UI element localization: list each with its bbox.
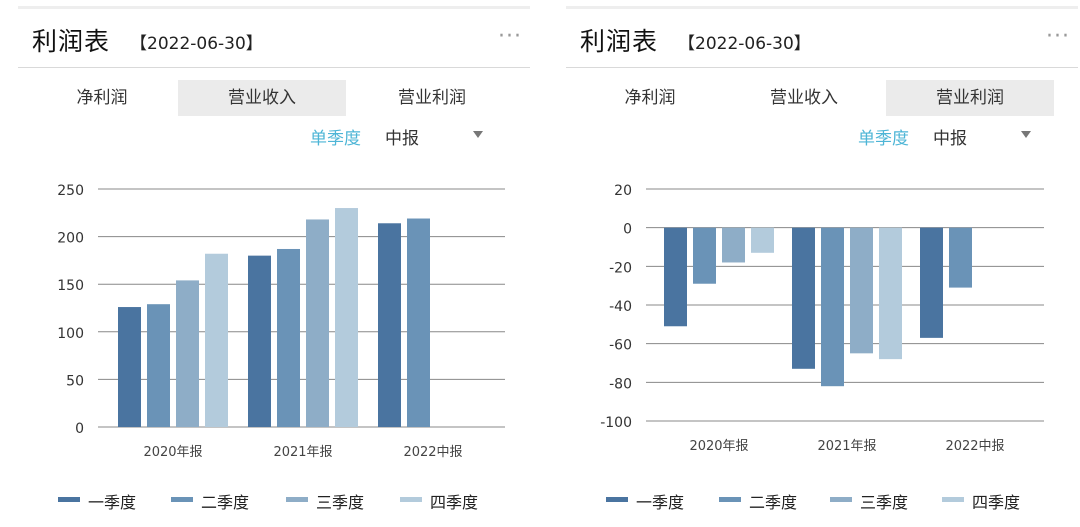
legend-label: 四季度 (430, 493, 479, 512)
legend-swatch-q2 (171, 497, 193, 502)
x-category-label: 2022中报 (403, 445, 462, 460)
legend-swatch-q1 (606, 497, 628, 502)
bar-2-3[interactable] (407, 218, 430, 427)
bar-2-2[interactable] (821, 227, 844, 387)
legend-swatch-q4 (942, 497, 964, 502)
x-category-label: 2020年报 (689, 439, 748, 454)
y-tick-label: 0 (75, 421, 84, 437)
top-divider (18, 6, 530, 9)
legend-swatch-q3 (830, 497, 852, 502)
bar-1-1[interactable] (118, 307, 141, 427)
report-date: 【2022-06-30】 (130, 34, 263, 54)
legend-label: 三季度 (316, 493, 365, 512)
header-divider (566, 67, 1078, 68)
bar-3-2[interactable] (850, 227, 873, 354)
bar-4-1[interactable] (205, 253, 228, 427)
y-tick-label: -40 (609, 299, 632, 315)
x-category-label: 2022中报 (945, 439, 1004, 454)
legend-swatch-q3 (286, 497, 308, 502)
bar-2-3[interactable] (949, 227, 972, 288)
tab-net-profit[interactable]: 净利润 (76, 88, 128, 108)
panel-title: 利润表 (32, 27, 111, 56)
bar-1-3[interactable] (378, 223, 401, 427)
bar-1-3[interactable] (920, 227, 943, 338)
y-tick-label: 20 (614, 183, 632, 199)
y-tick-label: 0 (623, 222, 632, 238)
legend-label: 四季度 (972, 493, 1021, 512)
bar-3-1[interactable] (176, 280, 199, 427)
bar-3-1[interactable] (722, 227, 745, 263)
header-divider (18, 67, 530, 68)
bar-2-1[interactable] (693, 227, 716, 284)
tab-operating-profit[interactable]: 营业利润 (886, 80, 1054, 116)
y-tick-label: 200 (57, 231, 84, 247)
period-select[interactable]: 中报 (933, 129, 967, 149)
panel-title: 利润表 (580, 27, 659, 56)
top-divider (566, 6, 1078, 9)
bar-4-2[interactable] (335, 208, 358, 427)
x-category-label: 2021年报 (817, 439, 876, 454)
y-tick-label: 50 (66, 373, 84, 389)
metric-tabs: 净利润 营业收入 营业利润 (18, 80, 530, 116)
bar-1-2[interactable] (248, 255, 271, 427)
more-dots-icon[interactable]: ··· (498, 24, 522, 49)
operating-profit-bar-chart: -100 -80 -60 -40 -20 0 20 2020年报 2021年报 2022中报 (600, 183, 1044, 454)
y-tick-label: 100 (57, 326, 84, 342)
legend-label: 二季度 (749, 493, 798, 512)
tab-net-profit[interactable]: 净利润 (624, 88, 676, 108)
bar-1-1[interactable] (664, 227, 687, 327)
legend-label: 一季度 (88, 493, 137, 512)
period-select[interactable]: 中报 (385, 129, 419, 149)
legend-swatch-q4 (400, 497, 422, 502)
x-category-label: 2020年报 (143, 445, 202, 460)
y-tick-label: -20 (609, 260, 632, 276)
y-tick-label: -60 (609, 338, 632, 354)
revenue-bar-chart: 0 50 100 150 200 250 2020年报 2021年报 2022中报 (57, 183, 505, 460)
chevron-down-icon[interactable] (1021, 131, 1031, 138)
profit-panel-left: 利润表 【2022-06-30】 ··· 净利润 营业收入 营业利润 单季度 中… (0, 0, 530, 527)
period-toggle-quarterly[interactable]: 单季度 (858, 129, 909, 149)
y-tick-label: -100 (600, 415, 632, 431)
legend-label: 二季度 (201, 493, 250, 512)
profit-panel-right: 利润表 【2022-06-30】 ··· 净利润 营业收入 营业利润 单季度 中… (548, 0, 1078, 527)
tab-operating-profit[interactable]: 营业利润 (398, 88, 466, 108)
y-tick-label: 250 (57, 183, 84, 199)
y-tick-label: 150 (57, 278, 84, 294)
period-toggle-quarterly[interactable]: 单季度 (310, 129, 361, 149)
tab-revenue[interactable]: 营业收入 (770, 88, 838, 108)
x-category-label: 2021年报 (273, 445, 332, 460)
legend-label: 一季度 (636, 493, 685, 512)
legend-swatch-q1 (58, 497, 80, 502)
report-date: 【2022-06-30】 (678, 34, 811, 54)
tab-revenue[interactable]: 营业收入 (178, 80, 346, 116)
bar-4-2[interactable] (879, 227, 902, 360)
metric-tabs: 净利润 营业收入 营业利润 (566, 80, 1078, 116)
y-tick-label: -80 (609, 376, 632, 392)
bar-2-2[interactable] (277, 248, 300, 427)
bar-2-1[interactable] (147, 304, 170, 427)
bar-3-2[interactable] (306, 219, 329, 427)
more-dots-icon[interactable]: ··· (1046, 24, 1070, 49)
bar-1-2[interactable] (792, 227, 815, 369)
legend-swatch-q2 (719, 497, 741, 502)
chevron-down-icon[interactable] (473, 131, 483, 138)
legend-label: 三季度 (860, 493, 909, 512)
bar-4-1[interactable] (751, 227, 774, 253)
